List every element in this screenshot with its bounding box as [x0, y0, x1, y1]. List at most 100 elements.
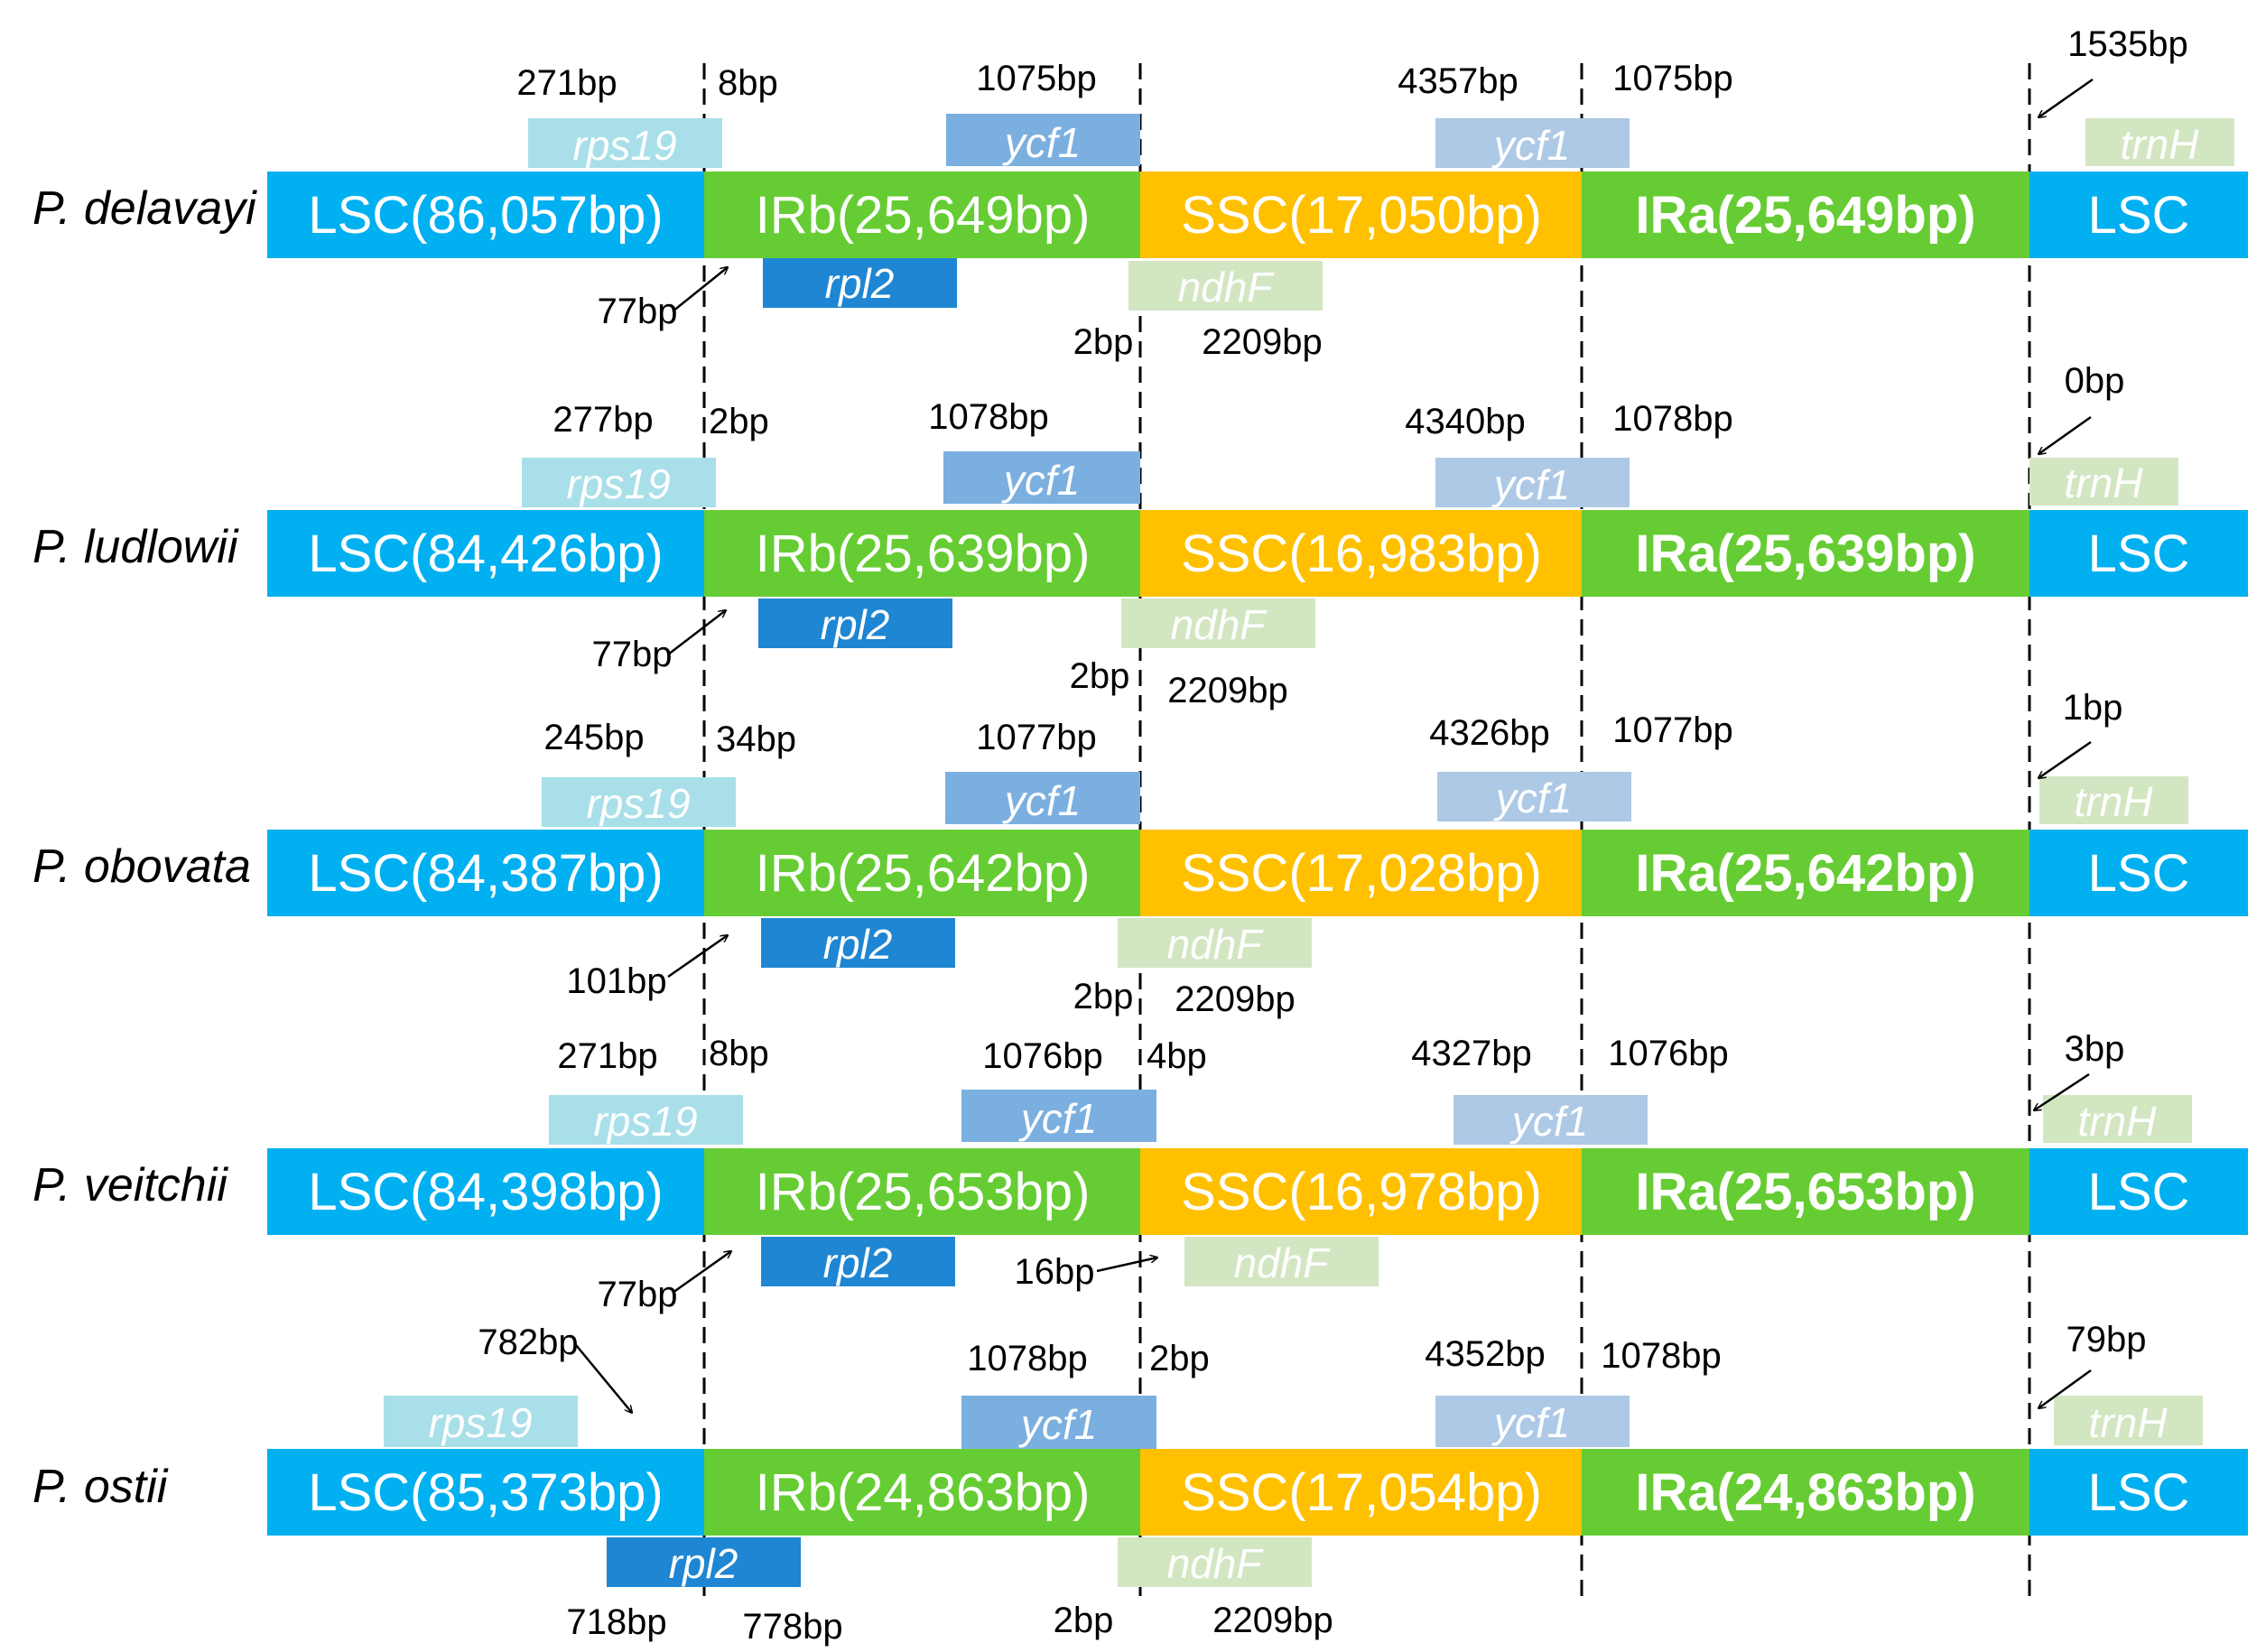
- rps19-label: rps19: [593, 1098, 697, 1145]
- bp-ycf1-ira: 1078bp: [1612, 399, 1732, 439]
- bp-trnH: 1bp: [2063, 688, 2123, 728]
- bp-ycf1-ira: 1078bp: [1601, 1336, 1721, 1376]
- species-name: P. ostii: [33, 1461, 169, 1513]
- bp-ndhF-left: 2bp: [1073, 322, 1134, 362]
- bp-rps19: 271bp: [557, 1036, 657, 1076]
- rps19-label: rps19: [586, 780, 690, 827]
- bp-ycf1-irb: 1076bp: [982, 1036, 1102, 1076]
- ira-segment: [1582, 1449, 2029, 1536]
- bp-ycf1-ssc: 4352bp: [1425, 1334, 1545, 1374]
- lsc-label: LSC(84,426bp): [308, 524, 663, 583]
- bp-ndhF-right: 2209bp: [1175, 979, 1295, 1019]
- ndhF-gene: [1118, 918, 1312, 968]
- lsc-end-label: LSC: [2088, 1463, 2190, 1522]
- ssc-label: SSC(16,978bp): [1181, 1163, 1542, 1221]
- bp-ycf1-irb: 1075bp: [976, 59, 1096, 98]
- lsc-end-segment: [2029, 830, 2248, 916]
- row-p-delavayi: P. delavayi LSC(86,057bp) IRb(25,649bp) …: [33, 24, 2248, 362]
- ycf1-irb-label: ycf1: [1002, 777, 1081, 824]
- rpl2-gene: [761, 1237, 955, 1286]
- ndhF-gene: [1184, 1237, 1379, 1286]
- lsc-label: LSC(84,398bp): [308, 1163, 663, 1221]
- ndhF-label: ndhF: [1178, 264, 1276, 311]
- rps19-gene: [542, 777, 736, 827]
- ycf1-ira-gene: [1435, 118, 1630, 168]
- bp-ndhF-left: 2bp: [1073, 977, 1134, 1016]
- trnH-arrow: [2038, 1369, 2092, 1408]
- bp-trnH: 0bp: [2065, 361, 2125, 401]
- ssc-segment: [1140, 172, 1582, 258]
- row-p-ostii: P. ostii LSC(85,373bp) IRb(24,863bp) SSC…: [33, 1320, 2248, 1647]
- ndhF-gene: [1121, 599, 1315, 648]
- bp-jlb-ir: 8bp: [718, 63, 778, 103]
- trnH-arrow: [2038, 415, 2092, 454]
- row-p-veitchii: P. veitchii LSC(84,398bp) IRb(25,653bp) …: [33, 1029, 2248, 1314]
- irb-label: IRb(24,863bp): [756, 1463, 1091, 1522]
- rpl2-gene: [607, 1537, 801, 1587]
- ycf1-irb-gene: [946, 114, 1140, 166]
- rps19-gene: [384, 1396, 578, 1447]
- ssc-label: SSC(16,983bp): [1181, 524, 1542, 583]
- bp-rps19: 271bp: [516, 63, 617, 103]
- bp-ycf1-ssc: 4340bp: [1405, 402, 1525, 441]
- rps19-label: rps19: [566, 460, 670, 507]
- bp-rpl2-left: 718bp: [566, 1602, 666, 1642]
- lsc-end-label: LSC: [2088, 186, 2190, 245]
- trnH-gene: [2029, 458, 2178, 506]
- bp-trnH: 79bp: [2066, 1320, 2147, 1360]
- bp-rpl2: 77bp: [598, 1275, 678, 1314]
- bp-ycf1-ssc: 4326bp: [1429, 713, 1549, 753]
- ssc-segment: [1140, 510, 1582, 597]
- lsc-segment: [267, 830, 704, 916]
- ira-label: IRa(25,649bp): [1635, 186, 1975, 245]
- ycf1-ira-gene: [1435, 458, 1630, 507]
- bp-ycf1-ira: 1076bp: [1608, 1034, 1728, 1073]
- lsc-segment: [267, 172, 704, 258]
- bp-jlb-ir: 2bp: [709, 402, 769, 441]
- trnH-gene: [2054, 1396, 2203, 1445]
- lsc-segment: [267, 1449, 704, 1536]
- ira-label: IRa(25,639bp): [1635, 524, 1975, 583]
- bp-rps19: 245bp: [543, 718, 644, 757]
- bp-ndhF-left: 2bp: [1054, 1601, 1114, 1640]
- bp-ndhF-right: 2209bp: [1212, 1601, 1333, 1640]
- ycf1-irb-gene: [961, 1090, 1156, 1142]
- trnH-label: trnH: [2075, 778, 2154, 825]
- rpl2-gene: [763, 258, 957, 308]
- ycf1-ira-gene: [1437, 772, 1631, 821]
- rpl2-arrow: [667, 935, 728, 979]
- ycf1-ira-label: ycf1: [1491, 461, 1570, 508]
- lsc-end-segment: [2029, 510, 2248, 597]
- ssc-segment: [1140, 1449, 1582, 1536]
- ycf1-ira-label: ycf1: [1491, 122, 1570, 169]
- rpl2-gene: [761, 918, 955, 968]
- rpl2-label: rpl2: [821, 601, 890, 648]
- bp-jlb-ir: 8bp: [709, 1034, 769, 1073]
- ssc-label: SSC(17,054bp): [1181, 1463, 1542, 1522]
- rpl2-arrow: [672, 267, 728, 312]
- rpl2-arrow: [672, 1251, 731, 1295]
- ndhF-gene: [1128, 261, 1323, 311]
- rps19-label: rps19: [428, 1399, 532, 1446]
- rps19-label: rps19: [572, 122, 676, 169]
- row-p-ludlowii: P. ludlowii LSC(84,426bp) IRb(25,639bp) …: [33, 361, 2248, 710]
- bp-ycf1-irb: 1077bp: [976, 718, 1096, 757]
- trnH-gene: [2039, 776, 2188, 824]
- rps19-gene: [522, 458, 716, 507]
- lsc-end-label: LSC: [2088, 524, 2190, 583]
- bp-rps19: 782bp: [478, 1323, 578, 1362]
- bp-ycf1-ssc: 4357bp: [1398, 61, 1518, 101]
- trnH-gene: [2085, 118, 2234, 166]
- ycf1-ira-label: ycf1: [1509, 1098, 1588, 1145]
- rpl2-label: rpl2: [823, 1239, 893, 1286]
- ndhF-arrow: [1096, 1258, 1157, 1273]
- ira-segment: [1582, 172, 2029, 258]
- ndhF-gene: [1118, 1537, 1312, 1587]
- trnH-arrow: [2038, 78, 2094, 117]
- bp-ycf1-jsb: 4bp: [1147, 1036, 1207, 1076]
- trnH-label: trnH: [2121, 121, 2200, 168]
- rpl2-label: rpl2: [825, 260, 895, 307]
- species-name: P. ludlowii: [33, 521, 239, 573]
- ssc-segment: [1140, 1148, 1582, 1235]
